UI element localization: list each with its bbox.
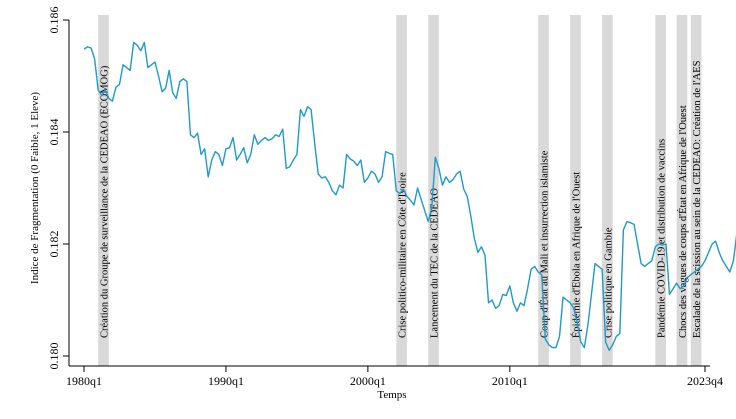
event-label: Chocs des vagues de coups d'État en Afri…: [677, 105, 689, 338]
event-label: Crise politico-militaire en Côte d'Ivoir…: [398, 172, 409, 338]
event-labels: Création du Groupe de surveillance de la…: [100, 60, 704, 338]
y-tick-label: 0.186: [47, 7, 61, 34]
x-tick-label: 2010q1: [492, 374, 528, 388]
event-label: Coup d'État au Mali et insurrection isla…: [539, 150, 551, 338]
series-group: [83, 41, 736, 352]
event-label: Création du Groupe de surveillance de la…: [100, 65, 111, 338]
event-label: Crise politique en Gambie: [603, 227, 614, 338]
event-band: [690, 15, 702, 366]
series-line: [83, 41, 736, 352]
event-label: Escalade de la scission au sein de la CE…: [692, 60, 703, 338]
event-label: Pandémie COVID-19 et distribution de vac…: [657, 139, 668, 338]
event-label: Lancement du TEC de la CEDEAO: [430, 188, 441, 338]
y-tick-label: 0.184: [47, 119, 61, 146]
x-axis-title: Temps: [377, 389, 406, 401]
x-ticks: 1980q1 1990q1 2000q1 2010q1 2023q4: [66, 366, 723, 388]
event-label: Épidémie d'Ebola en Afrique de l'Ouest: [570, 172, 582, 338]
x-tick-label: 2000q1: [350, 374, 386, 388]
event-band: [676, 15, 688, 366]
y-tick-label: 0.180: [47, 343, 61, 370]
x-tick-label: 1990q1: [208, 374, 244, 388]
event-band: [570, 15, 581, 366]
y-ticks: 0.180 0.182 0.184 0.186: [47, 7, 69, 370]
y-tick-label: 0.182: [47, 231, 61, 258]
event-band: [538, 15, 549, 366]
event-band: [655, 15, 666, 366]
y-axis-title: Indice de Fragmentation (0 Faible, 1 Ele…: [29, 92, 41, 284]
event-band: [602, 15, 613, 366]
axes: [68, 20, 710, 367]
x-tick-label: 1980q1: [66, 374, 102, 388]
event-band: [98, 15, 109, 366]
x-tick-label: 2023q4: [687, 374, 723, 388]
